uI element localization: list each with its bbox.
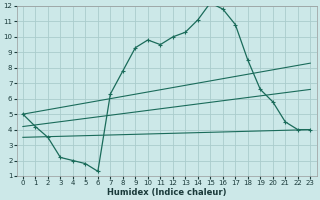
X-axis label: Humidex (Indice chaleur): Humidex (Indice chaleur) xyxy=(107,188,226,197)
